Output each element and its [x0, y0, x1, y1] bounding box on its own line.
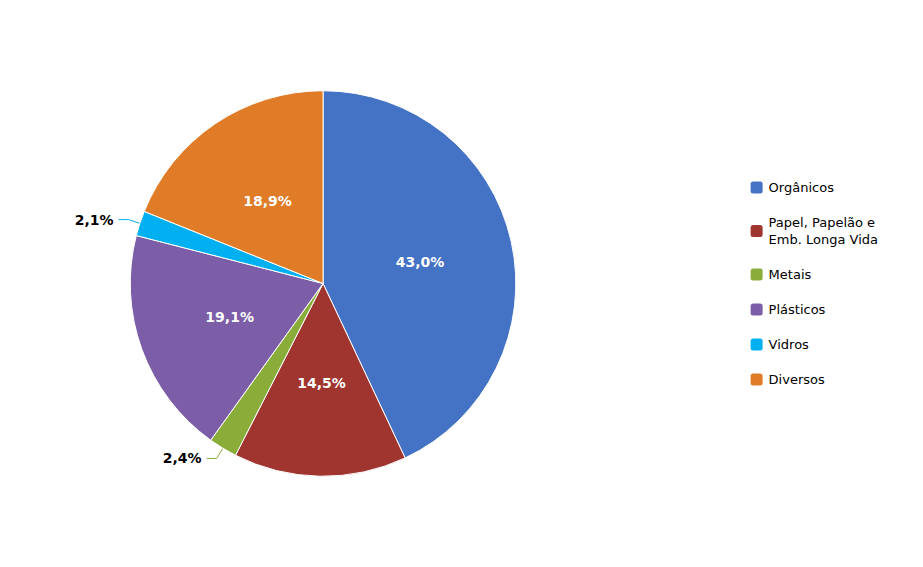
svg-text:43,0%: 43,0%	[396, 254, 445, 270]
svg-text:Emb. Longa Vida: Emb. Longa Vida	[769, 232, 878, 247]
svg-text:19,1%: 19,1%	[205, 309, 254, 325]
svg-text:Diversos: Diversos	[769, 372, 825, 387]
svg-text:2,1%: 2,1%	[75, 212, 114, 228]
svg-text:Vidros: Vidros	[769, 337, 809, 352]
svg-text:Plásticos: Plásticos	[769, 302, 826, 317]
svg-text:18,9%: 18,9%	[243, 193, 292, 209]
svg-text:2,4%: 2,4%	[163, 450, 202, 466]
svg-text:14,5%: 14,5%	[297, 375, 346, 391]
svg-text:Orgânicos: Orgânicos	[769, 180, 835, 195]
svg-text:Papel, Papelão e: Papel, Papelão e	[769, 215, 875, 230]
svg-text:Metais: Metais	[769, 267, 812, 282]
